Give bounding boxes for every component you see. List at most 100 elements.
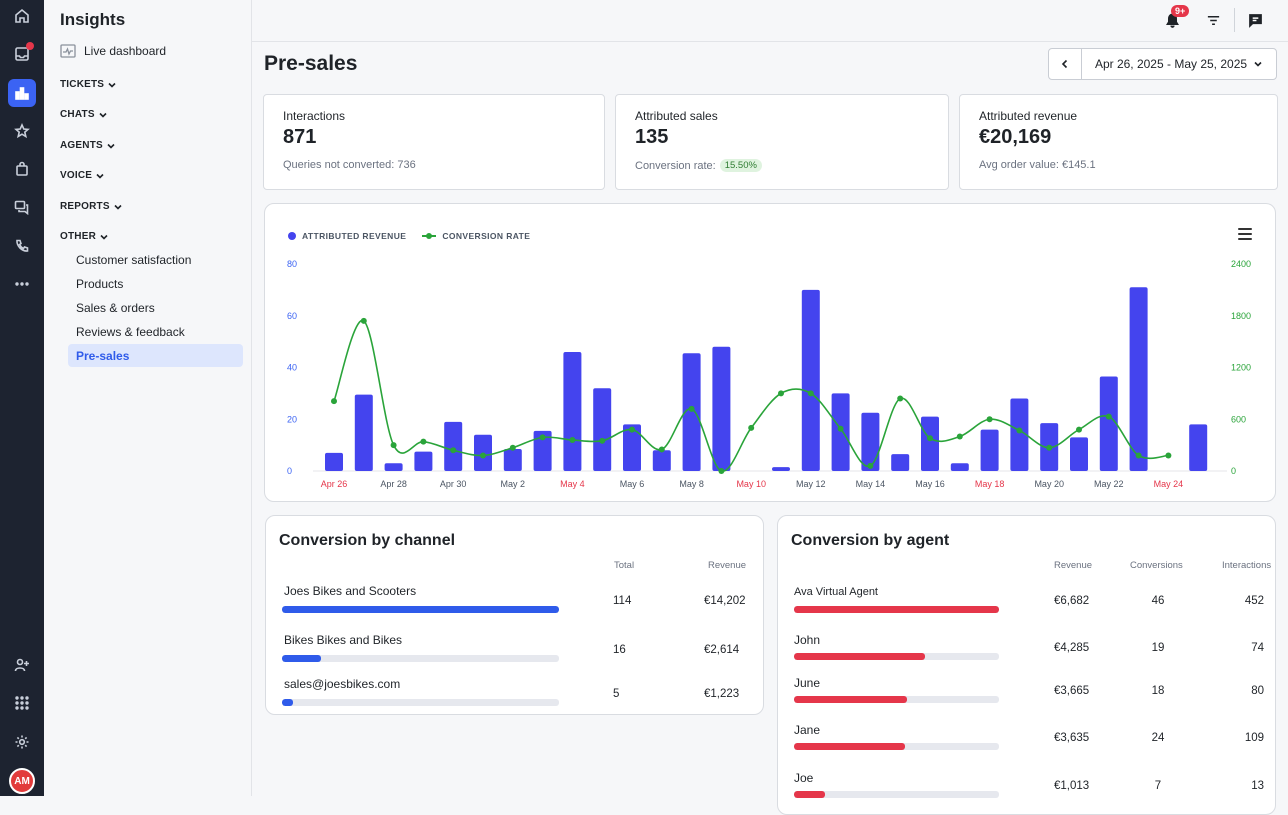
- column-header-revenue: Revenue: [1054, 560, 1093, 571]
- more-icon[interactable]: [8, 270, 36, 298]
- agent-name: Joe: [794, 771, 814, 785]
- agent-bar: [794, 791, 999, 798]
- channel-bar: [282, 655, 559, 662]
- revenue-bar: [1189, 424, 1208, 471]
- sidebar-item-reviews-feedback[interactable]: Reviews & feedback: [76, 324, 185, 339]
- revenue-bar: [652, 450, 671, 471]
- right-axis-tick-label: 0: [1231, 466, 1236, 476]
- legend-item-revenue[interactable]: ATTRIBUTED REVENUE: [288, 231, 406, 241]
- inbox-icon[interactable]: [8, 40, 36, 68]
- legend-item-conversion[interactable]: CONVERSION RATE: [422, 231, 530, 241]
- message-icon: [1248, 13, 1262, 28]
- messages-button[interactable]: [1246, 11, 1264, 29]
- chart-menu-icon[interactable]: [1238, 228, 1252, 240]
- column-header-conversions: Conversions: [1130, 560, 1183, 571]
- agent-conversions: 46: [1151, 595, 1165, 607]
- x-axis-tick-label: May 8: [679, 479, 704, 489]
- channel-bar: [282, 606, 559, 613]
- revenue-bar: [503, 449, 522, 471]
- sidebar-item-sales-orders[interactable]: Sales & orders: [76, 300, 155, 315]
- channel-bar-fill: [282, 606, 559, 613]
- conversion-rate-point: [778, 390, 784, 397]
- column-header-revenue: Revenue: [708, 560, 747, 571]
- agent-interactions: 80: [1251, 685, 1264, 697]
- sidebar-group-voice[interactable]: VOICE: [60, 170, 104, 181]
- filter-button[interactable]: [1204, 11, 1222, 29]
- sidebar-group-agents[interactable]: AGENTS: [60, 140, 115, 151]
- notifications-button[interactable]: 9+: [1163, 5, 1190, 29]
- x-axis-tick-label: May 18: [975, 479, 1005, 489]
- sidebar-group-other[interactable]: OTHER: [60, 231, 108, 242]
- agent-bar: [794, 696, 999, 703]
- sidebar-group-chats[interactable]: CHATS: [60, 109, 107, 120]
- conversion-rate-point: [480, 452, 486, 459]
- settings-icon[interactable]: [8, 728, 36, 756]
- date-range-picker[interactable]: Apr 26, 2025 - May 25, 2025: [1081, 48, 1277, 80]
- sidebar-item-live-dashboard[interactable]: Live dashboard: [60, 44, 166, 58]
- channel-name: Joes Bikes and Scooters: [284, 584, 417, 598]
- revenue-chart-card: ATTRIBUTED REVENUE CONVERSION RATE 0 20 40…: [264, 203, 1276, 502]
- channel-total: 5: [613, 688, 620, 700]
- conversion-rate-point: [837, 425, 844, 432]
- user-avatar[interactable]: AM: [9, 768, 35, 794]
- agent-conversions: 19: [1151, 642, 1165, 654]
- x-axis-tick-label: May 4: [560, 479, 585, 489]
- legend-swatch: [288, 232, 296, 240]
- chevron-down-icon: [108, 82, 116, 88]
- conversion-rate-point: [390, 442, 397, 449]
- agent-conversions: 18: [1151, 685, 1165, 697]
- conversion-rate-point: [688, 405, 695, 412]
- kpi-label: Interactions: [283, 109, 346, 123]
- date-prev-button[interactable]: [1048, 48, 1082, 80]
- sidebar-group-label: OTHER: [60, 231, 96, 242]
- insights-icon[interactable]: [8, 79, 36, 107]
- conversion-rate-point: [360, 317, 367, 324]
- channel-name: Bikes Bikes and Bikes: [284, 633, 403, 647]
- agent-interactions: 13: [1251, 780, 1264, 792]
- conversion-rate-point: [599, 437, 606, 444]
- sidebar-group-reports[interactable]: REPORTS: [60, 201, 122, 212]
- chats-icon[interactable]: [8, 193, 36, 221]
- legend-label: CONVERSION RATE: [442, 231, 531, 241]
- star-icon[interactable]: [8, 117, 36, 145]
- sidebar-group-tickets[interactable]: TICKETS: [60, 79, 116, 90]
- channel-revenue: €2,614: [704, 644, 740, 656]
- sidebar-item-pre-sales[interactable]: Pre-sales: [68, 344, 243, 367]
- add-user-icon[interactable]: [8, 651, 36, 679]
- bag-icon[interactable]: [8, 155, 36, 183]
- phone-icon[interactable]: [8, 232, 36, 260]
- inbox-unread-dot: [26, 42, 34, 50]
- agent-name: John: [794, 633, 821, 647]
- right-axis-tick-label: 2400: [1231, 259, 1251, 269]
- agent-name: Jane: [794, 723, 821, 737]
- conversion-rate-point: [1046, 444, 1053, 451]
- x-axis-tick-label: May 12: [796, 479, 826, 489]
- channel-name: sales@joesbikes.com: [284, 677, 401, 691]
- agent-conversions: 7: [1154, 780, 1162, 792]
- chevron-down-icon: [114, 204, 122, 210]
- sidebar-item-products[interactable]: Products: [76, 276, 124, 291]
- card-title: Conversion by channel: [279, 532, 456, 549]
- sidebar-item-customer-satisfaction[interactable]: Customer satisfaction: [76, 252, 192, 267]
- apps-icon[interactable]: [8, 689, 36, 717]
- chevron-down-icon: [107, 143, 115, 149]
- revenue-bar: [950, 463, 969, 471]
- agent-revenue: €1,013: [1054, 780, 1090, 792]
- column-header-interactions: Interactions: [1222, 560, 1272, 571]
- conversion-rate-point: [658, 446, 665, 453]
- topbar-divider: [1234, 8, 1235, 32]
- home-icon[interactable]: [8, 2, 36, 30]
- agent-interactions: 109: [1244, 732, 1264, 744]
- x-axis-tick-label: May 24: [1154, 479, 1184, 489]
- kpi-card-attributed-sales: Attributed sales 135 Conversion rate: 15.…: [615, 94, 949, 190]
- card-title: Conversion by agent: [791, 532, 950, 549]
- chart-legend: ATTRIBUTED REVENUE CONVERSION RATE: [288, 231, 530, 241]
- conversion-rate-point: [718, 468, 725, 474]
- agent-bar-fill: [794, 696, 907, 703]
- kpi-sub-label: Conversion rate:: [635, 159, 716, 172]
- agent-bar-fill: [794, 791, 825, 798]
- agent-revenue: €6,682: [1054, 595, 1090, 607]
- kpi-sub-label: Queries not converted: 736: [283, 159, 416, 171]
- x-axis-tick-label: May 6: [620, 479, 645, 489]
- conversion-rate-badge: 15.50%: [719, 159, 762, 172]
